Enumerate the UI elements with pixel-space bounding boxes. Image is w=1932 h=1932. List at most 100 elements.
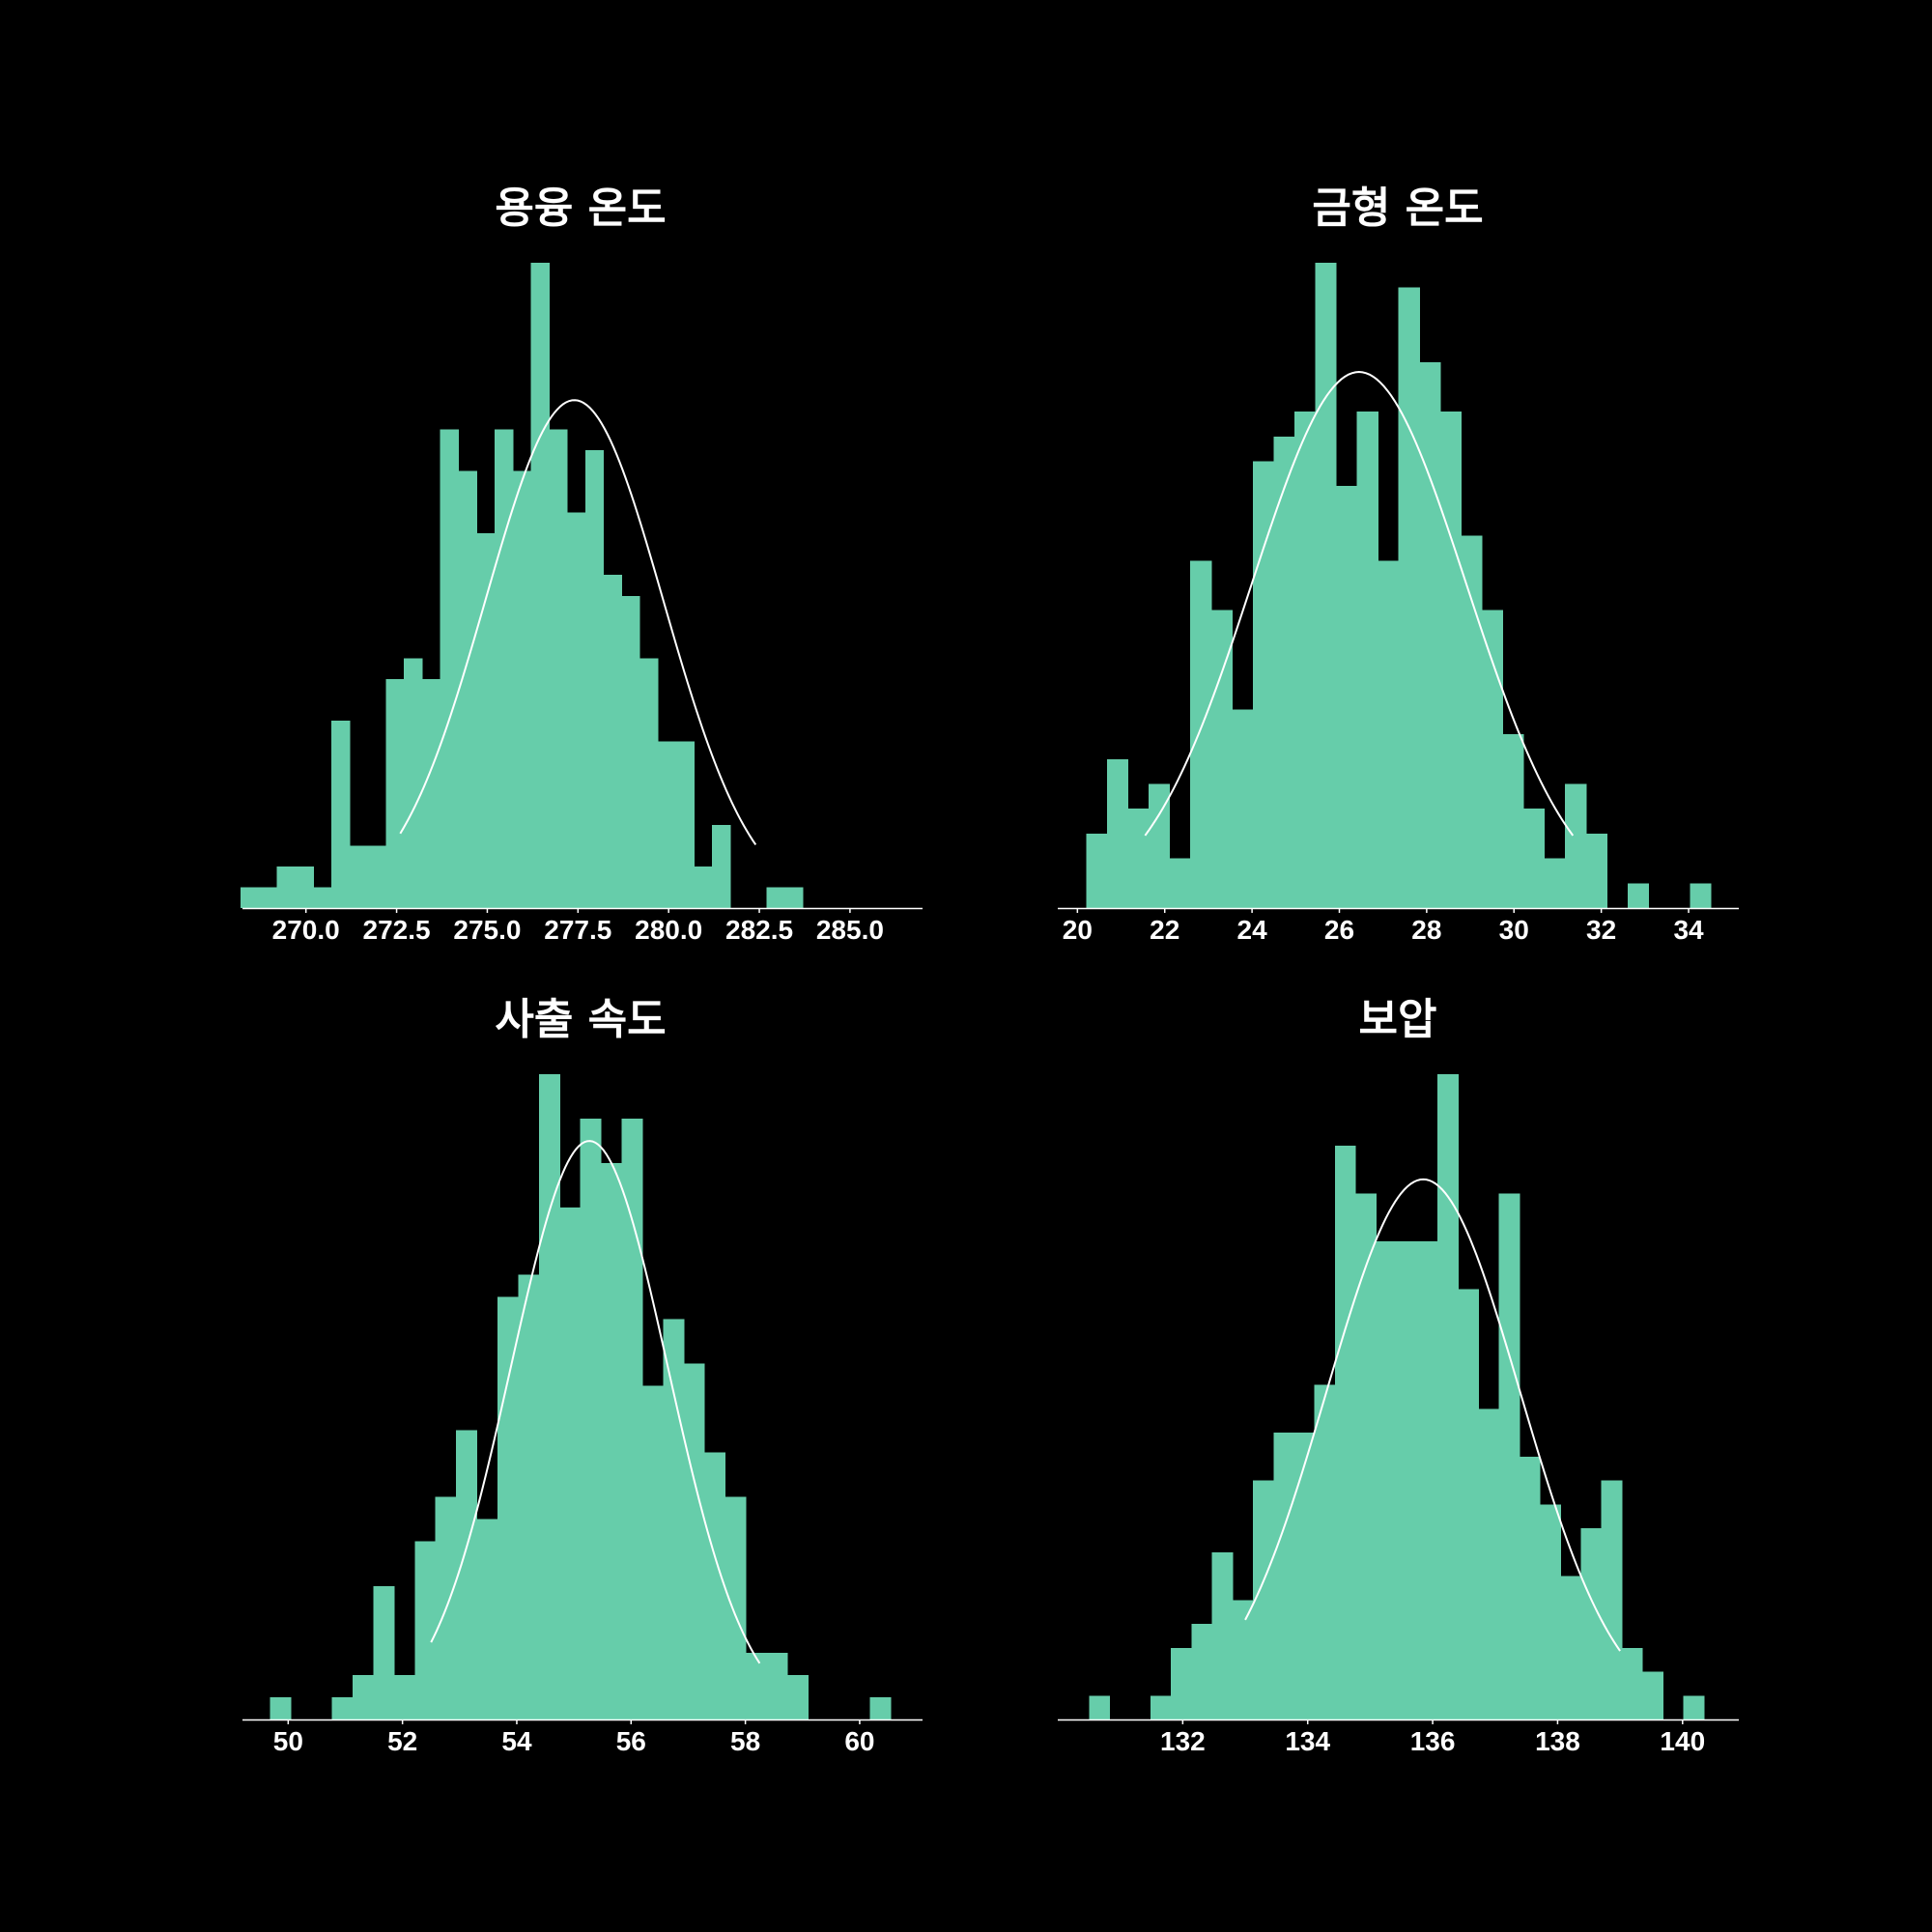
- histogram-bar: [869, 1696, 892, 1719]
- histogram-bar: [786, 1674, 809, 1719]
- x-tick-label: 270.0: [272, 915, 340, 945]
- x-tick-label: 132: [1160, 1726, 1206, 1756]
- histogram-bar: [1478, 1408, 1500, 1719]
- histogram-bar: [766, 887, 785, 908]
- histogram-bar: [1481, 610, 1504, 908]
- histogram-bar: [476, 533, 496, 908]
- histogram-bar: [1232, 709, 1254, 908]
- histogram-bar: [276, 866, 297, 908]
- histogram-bar: [1273, 436, 1295, 908]
- histogram-bar: [1458, 1289, 1480, 1719]
- histogram-bar: [1106, 758, 1129, 908]
- histogram-bar: [349, 845, 369, 908]
- histogram-bar: [367, 845, 386, 908]
- histogram-bar: [694, 866, 713, 908]
- histogram-bar: [1252, 461, 1274, 908]
- x-tick-label: 140: [1660, 1726, 1705, 1756]
- histogram-bar: [404, 658, 423, 908]
- histogram-bar: [1498, 1193, 1520, 1719]
- x-tick-label: 136: [1410, 1726, 1456, 1756]
- histogram-bar: [1336, 486, 1358, 908]
- histogram-bar: [1398, 287, 1420, 908]
- histogram-bar: [494, 429, 514, 908]
- histogram-bar: [657, 741, 677, 908]
- histogram-bar: [1210, 610, 1233, 908]
- histogram-bar: [440, 429, 459, 908]
- histogram-bar: [1601, 1480, 1623, 1719]
- normal-fit-curve: [1244, 1178, 1621, 1652]
- histogram-bar: [241, 887, 260, 908]
- histogram-bar: [1293, 1433, 1316, 1719]
- histogram-bar: [1190, 560, 1212, 908]
- histogram-bar: [1356, 412, 1378, 908]
- histogram-bar: [1627, 883, 1650, 908]
- normal-fit-curve: [399, 399, 757, 846]
- histogram-bar: [1293, 412, 1317, 908]
- histogram-bar: [1273, 1433, 1295, 1719]
- histogram-bar: [295, 866, 314, 908]
- histogram-bar: [1544, 858, 1566, 908]
- histogram-bar: [621, 595, 640, 908]
- x-tick-label: 285.0: [816, 915, 884, 945]
- histogram-bar: [1315, 263, 1337, 908]
- histogram-bar: [1253, 1480, 1274, 1719]
- x-tick-label: 282.5: [725, 915, 793, 945]
- histogram-bar: [414, 1541, 437, 1719]
- histogram-bar: [1396, 1241, 1418, 1719]
- histogram-bar: [675, 741, 696, 908]
- histogram-bar: [704, 1452, 726, 1719]
- histogram-bar: [1169, 858, 1191, 908]
- histogram-bar: [621, 1119, 643, 1719]
- histogram-bar: [1089, 1695, 1111, 1719]
- x-tick-label: 58: [730, 1726, 760, 1756]
- x-tick-label: 34: [1673, 915, 1704, 945]
- histogram-bar: [766, 1652, 788, 1719]
- histogram-bar: [1565, 783, 1587, 908]
- histogram-bar: [724, 1496, 747, 1719]
- histogram-bar: [385, 678, 405, 908]
- histogram-bar: [1502, 734, 1524, 908]
- histogram-bar: [1621, 1647, 1643, 1719]
- x-tick-label: 20: [1063, 915, 1093, 945]
- x-tick-label: 28: [1411, 915, 1441, 945]
- x-tick-label: 24: [1237, 915, 1268, 945]
- histogram-bar: [330, 721, 351, 908]
- histogram-bar: [1211, 1551, 1234, 1719]
- x-tick-label: 277.5: [544, 915, 611, 945]
- histogram-bar: [1191, 1624, 1213, 1719]
- histogram-bar: [1232, 1600, 1254, 1719]
- x-tick-label: 52: [387, 1726, 417, 1756]
- normal-fit-curve: [1144, 371, 1575, 837]
- histogram-bar: [580, 1119, 602, 1719]
- histogram-bar: [353, 1674, 375, 1719]
- histogram-bar: [1127, 809, 1150, 908]
- x-tick-label: 26: [1324, 915, 1354, 945]
- histogram-bar: [258, 887, 278, 908]
- panel-title: 용융 온도: [495, 184, 666, 233]
- histogram-bar: [1540, 1504, 1561, 1719]
- x-tick-label: 32: [1586, 915, 1616, 945]
- histogram-bar: [1519, 1456, 1541, 1719]
- histogram-bar: [512, 470, 532, 908]
- histogram-bar: [712, 824, 731, 908]
- histogram-bar: [538, 1074, 560, 1719]
- panel-title: 사출 속도: [495, 995, 666, 1044]
- histogram-bar: [530, 263, 550, 908]
- x-tick-label: 275.0: [453, 915, 521, 945]
- histogram-bar: [1683, 1695, 1705, 1719]
- x-tick-label: 60: [844, 1726, 874, 1756]
- histogram-bar: [784, 887, 804, 908]
- histogram-bar: [1355, 1193, 1377, 1719]
- histogram-bar: [458, 470, 477, 908]
- histogram-bar: [373, 1585, 395, 1719]
- normal-fit-curve: [430, 1140, 761, 1664]
- histogram-bar: [1439, 412, 1462, 908]
- histogram-bar: [641, 1385, 664, 1719]
- x-tick-label: 138: [1535, 1726, 1580, 1756]
- histogram-bar: [567, 512, 586, 908]
- histogram-bar: [1419, 361, 1441, 908]
- histogram-bar: [1376, 1241, 1398, 1719]
- x-tick-label: 134: [1285, 1726, 1330, 1756]
